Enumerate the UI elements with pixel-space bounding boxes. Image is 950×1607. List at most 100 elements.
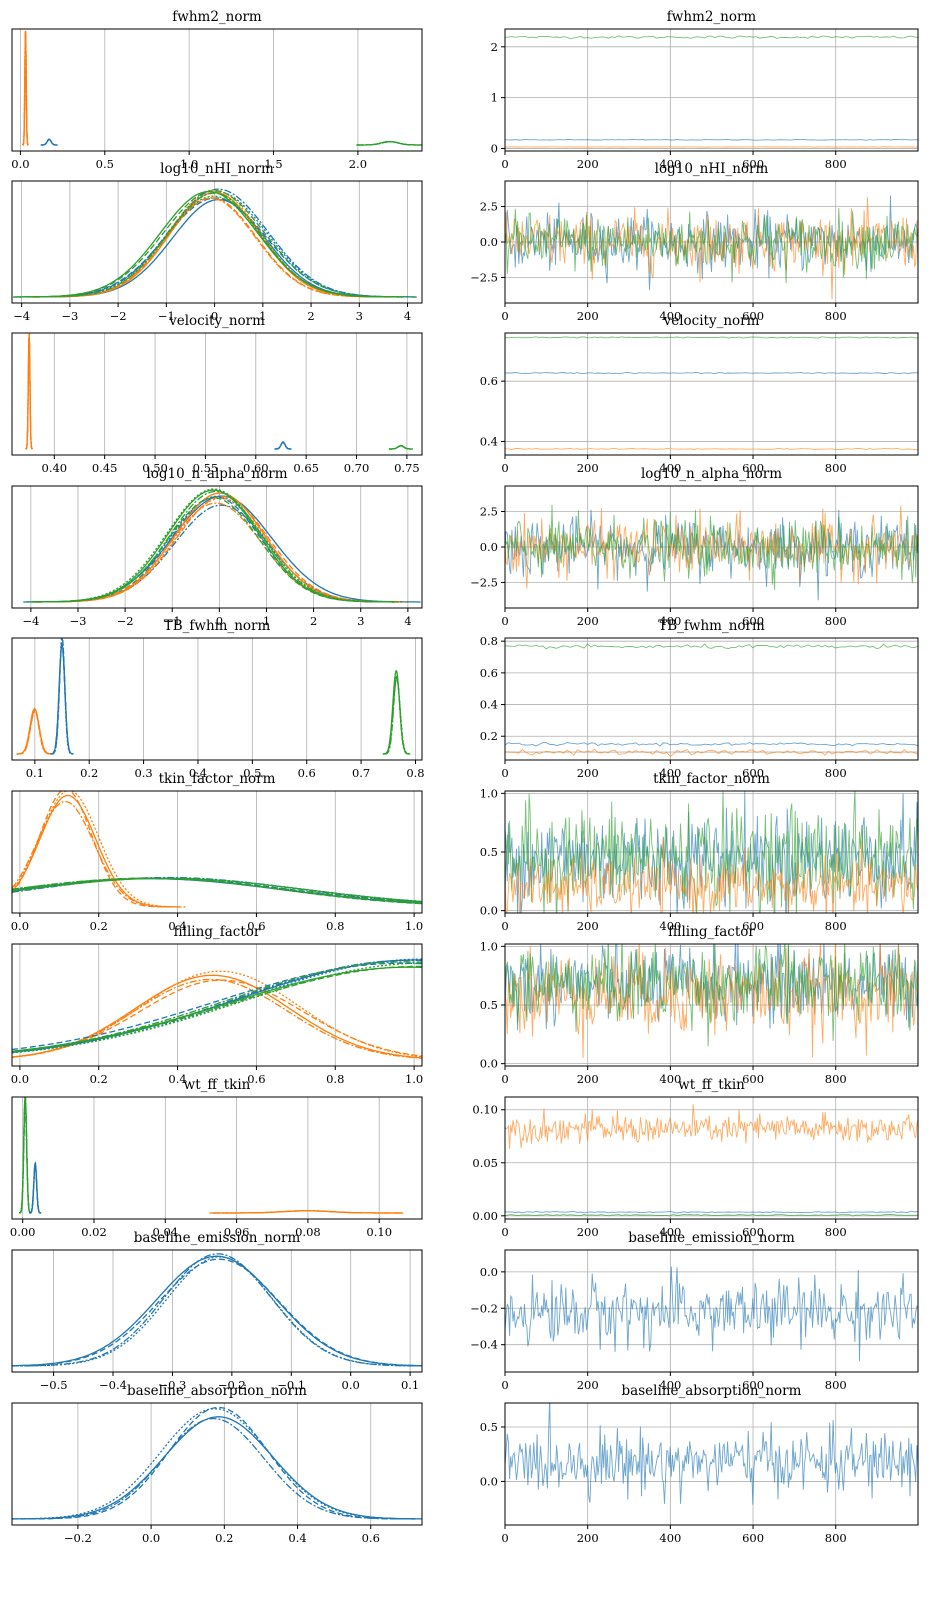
x-tick-label: 600	[742, 1531, 764, 1545]
x-tick-label: 200	[577, 919, 599, 933]
x-tick-label: −1	[158, 309, 175, 323]
y-tick-label: 0.5	[480, 845, 498, 859]
y-tick-label: 0.4	[480, 698, 498, 712]
density-line-series-2	[389, 445, 413, 450]
subplot-15: wt_ff_tkin 0 200 400 600 800 0.00 0.05 0.10	[472, 1077, 919, 1239]
density-line-series-1	[29, 1162, 42, 1214]
x-tick-label: 0.0	[11, 157, 29, 171]
y-tick-label: −2.5	[470, 270, 498, 284]
axes-frame	[504, 1249, 919, 1373]
density-line-series-1	[51, 638, 74, 755]
subplot-title: TB_fwhm_norm	[658, 618, 765, 634]
x-tick-label: 2	[310, 614, 317, 628]
density-line-series-0	[37, 496, 395, 603]
y-tick-label: 0.8	[480, 634, 498, 648]
subplot-title: fwhm2_norm	[172, 9, 262, 25]
y-tick-label: 1.0	[480, 786, 498, 800]
x-tick-label: 400	[659, 1225, 681, 1239]
subplot-title: baseline_emission_norm	[134, 1230, 301, 1246]
subplot-title: log10_nHI_norm	[160, 161, 274, 177]
subplot-title: wt_ff_tkin	[678, 1077, 745, 1093]
y-tick-label: 0.0	[480, 1474, 498, 1488]
x-tick-label: 3	[356, 309, 363, 323]
y-tick-label: 0.10	[472, 1103, 498, 1117]
density-line-series-2	[383, 677, 410, 755]
density-line-series-0	[19, 188, 417, 298]
axes-frame	[11, 790, 423, 914]
subplot-title: velocity_norm	[663, 313, 760, 329]
subplot-14: wt_ff_tkin 0.00 0.02 0.04 0.06 0.08 0.10	[10, 1077, 423, 1239]
density-line-series-2	[32, 497, 395, 603]
x-tick-label: 4	[404, 614, 411, 628]
x-tick-label: 0	[501, 461, 508, 475]
x-tick-label: 0	[501, 766, 508, 780]
y-tick-label: 1	[491, 91, 498, 105]
x-tick-label: 0.55	[193, 461, 219, 475]
y-tick-label: 0.00	[472, 1209, 498, 1223]
density-line-series-0	[12, 794, 180, 908]
trace-line-series-1	[505, 505, 918, 589]
x-tick-label: 0.0	[11, 919, 29, 933]
subplot-title: tkin_factor_norm	[653, 771, 770, 787]
subplot-4: velocity_norm 0.40 0.45 0.50 0.55 0.60 0.65 0.7…	[11, 313, 423, 475]
x-tick-label: 800	[825, 1225, 847, 1239]
density-line-series-2	[382, 670, 410, 755]
density-line-series-2	[389, 445, 413, 450]
x-tick-label: 0.08	[295, 1225, 321, 1239]
density-line-series-2	[12, 877, 422, 904]
y-tick-label: 0.6	[480, 374, 498, 388]
trace-line-series-1	[505, 371, 918, 375]
x-tick-label: 600	[742, 766, 764, 780]
x-tick-label: 1.0	[180, 157, 198, 171]
x-tick-label: 800	[825, 766, 847, 780]
x-tick-label: 1.0	[405, 919, 423, 933]
density-line-series-0	[17, 710, 53, 755]
plot-area	[505, 1104, 918, 1217]
x-tick-label: 3	[357, 614, 364, 628]
y-tick-label: −0.2	[470, 1301, 498, 1315]
y-tick-label: 0.5	[480, 998, 498, 1012]
density-line-series-0	[34, 198, 404, 298]
density-line-series-1	[32, 197, 389, 298]
x-tick-label: 400	[659, 766, 681, 780]
x-tick-label: 800	[825, 614, 847, 628]
x-tick-label: 200	[577, 1072, 599, 1086]
subplot-19: baseline_absorption_norm 0 200 400 600 800 0.0…	[480, 1383, 919, 1545]
x-tick-label: 0.7	[352, 766, 370, 780]
x-tick-label: −4	[13, 309, 30, 323]
plot-area	[505, 195, 918, 300]
density-line-series-0	[27, 495, 407, 603]
plot-area	[505, 35, 918, 148]
trace-line-series-2	[505, 146, 918, 148]
density-line-series-2	[26, 488, 402, 603]
trace-line-series-0	[505, 1403, 918, 1505]
subplot-1: fwhm2_norm 0 200 400 600 800 0 1 2	[491, 9, 919, 171]
y-tick-label: 0	[491, 141, 498, 155]
x-tick-label: 0	[501, 1225, 508, 1239]
trace-line-series-0	[505, 35, 918, 40]
density-line-series-0	[25, 333, 33, 450]
trace-line-series-1	[505, 1210, 918, 1214]
x-tick-label: 800	[825, 1531, 847, 1545]
subplot-12: filling_factor 0.0 0.2 0.4 0.6 0.8 1.0	[11, 924, 424, 1086]
density-line-series-2	[212, 1210, 403, 1214]
x-tick-label: 400	[659, 1072, 681, 1086]
plot-area	[12, 188, 417, 298]
plot-area	[23, 488, 421, 603]
y-tick-label: 0.0	[480, 540, 498, 554]
x-tick-label: −0.2	[64, 1531, 92, 1545]
plot-area	[12, 1253, 422, 1367]
plot-area	[16, 638, 411, 755]
subplot-18: baseline_absorption_norm −0.2 0.0 0.2 0.4 0.6	[11, 1383, 423, 1545]
trace-line-series-2	[505, 836, 918, 913]
x-tick-label: 0.8	[326, 1072, 344, 1086]
density-line-series-1	[50, 643, 74, 755]
subplot-5: velocity_norm 0 200 400 600 800 0.4 0.6	[480, 313, 919, 475]
density-line-series-0	[12, 1417, 415, 1520]
x-tick-label: −3	[70, 614, 87, 628]
x-tick-label: 0.2	[90, 1072, 108, 1086]
density-line-series-1	[39, 492, 401, 603]
x-tick-label: 0.4	[189, 766, 207, 780]
density-line-series-2	[384, 675, 409, 755]
density-line-series-2	[12, 965, 422, 1053]
